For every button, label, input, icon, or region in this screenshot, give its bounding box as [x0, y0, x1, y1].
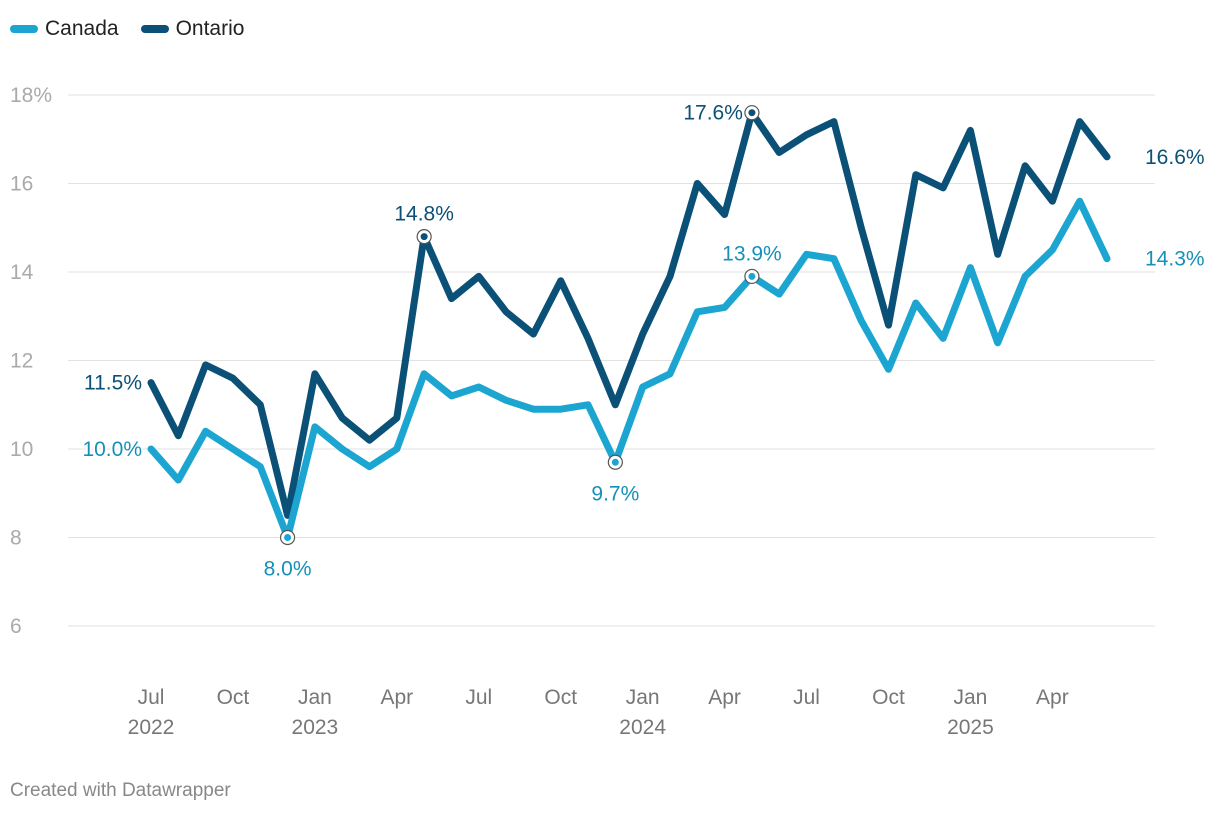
data-label-ontario-22: 17.6%: [683, 102, 743, 125]
y-tick-label-14: 14: [10, 261, 34, 284]
data-marker-dot-canada-17: [611, 458, 619, 466]
legend-label-ontario: Ontario: [175, 17, 245, 40]
data-marker-dot-canada-5: [284, 534, 292, 541]
data-marker-dot-ontario-22: [748, 109, 756, 117]
data-label-ontario-10: 14.8%: [394, 203, 454, 226]
legend-item-canada: Canada: [10, 17, 119, 41]
x-tick-label-jan-2023: Jan: [298, 686, 332, 709]
x-tick-year-2023: 2023: [292, 716, 339, 739]
series-line-canada: [147, 197, 1111, 541]
x-tick-label-oct: Oct: [544, 686, 577, 709]
data-label-canada-5: 8.0%: [264, 558, 312, 581]
legend-swatch-ontario: [140, 25, 169, 33]
data-label-ontario-35: 16.6%: [1145, 146, 1205, 169]
x-tick-label-jul: Jul: [465, 686, 492, 709]
y-tick-label-10: 10: [10, 438, 33, 461]
x-tick-year-2022: 2022: [128, 716, 175, 739]
x-tick-label-apr: Apr: [380, 686, 413, 709]
x-tick-year-2025: 2025: [947, 716, 994, 739]
data-label-canada-0: 10.0%: [82, 438, 142, 461]
data-label-canada-22: 13.9%: [722, 242, 782, 265]
chart-legend: Canada Ontario: [10, 17, 244, 41]
y-tick-label-18: 18%: [10, 84, 52, 107]
x-tick-label-oct: Oct: [872, 686, 905, 709]
x-tick-label-apr: Apr: [1036, 686, 1069, 709]
x-tick-label-apr: Apr: [708, 686, 741, 709]
legend-item-ontario: Ontario: [140, 17, 245, 41]
x-tick-label-jul: Jul: [793, 686, 820, 709]
x-tick-label-oct: Oct: [217, 686, 250, 709]
line-chart: 6 8 10 12 14 16 18% Jul 2022 Oct Jan 2023 Apr Jul Oct J…: [10, 84, 1207, 739]
y-tick-label-6: 6: [10, 615, 22, 638]
x-tick-label-jul-2022: Jul: [138, 686, 165, 709]
data-label-canada-17: 9.7%: [591, 482, 639, 505]
series-line-ontario: [147, 109, 1111, 519]
y-tick-label-12: 12: [10, 350, 33, 373]
legend-swatch-canada: [10, 25, 38, 33]
x-tick-label-jan-2024: Jan: [626, 686, 660, 709]
x-tick-label-jan-2025: Jan: [953, 686, 987, 709]
chart-credit: Created with Datawrapper: [10, 780, 231, 801]
data-label-ontario-0: 11.5%: [84, 372, 142, 395]
legend-label-canada: Canada: [45, 17, 119, 40]
data-marker-dot-canada-22: [748, 272, 756, 280]
data-marker-dot-ontario-10: [420, 233, 428, 241]
y-tick-label-16: 16: [10, 173, 33, 196]
y-tick-label-8: 8: [10, 527, 22, 550]
x-tick-year-2024: 2024: [619, 716, 666, 739]
data-label-canada-35: 14.3%: [1145, 248, 1205, 271]
